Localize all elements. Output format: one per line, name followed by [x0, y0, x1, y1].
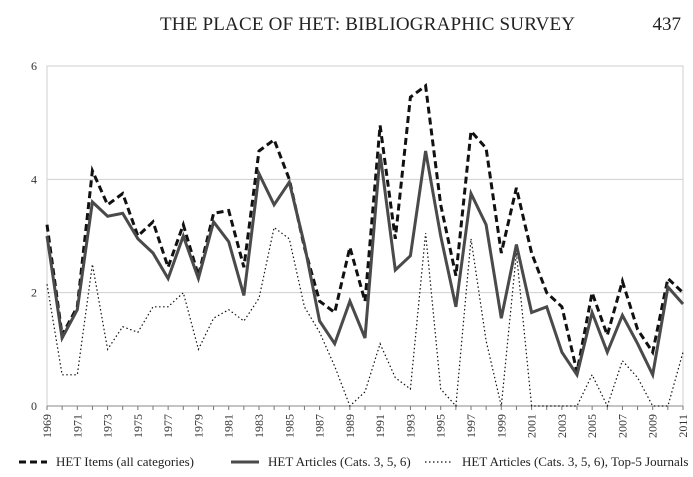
y-tick-label: 6 — [31, 59, 37, 73]
y-tick-label: 4 — [31, 172, 37, 186]
x-tick-label: 1969 — [40, 414, 54, 438]
x-tick-label: 1993 — [403, 414, 417, 438]
page-number: 437 — [652, 14, 682, 35]
legend-swatch — [231, 460, 259, 464]
legend-swatch — [19, 460, 47, 464]
x-tick-label: 1981 — [222, 414, 236, 438]
legend-label: HET Items (all categories) — [56, 454, 195, 469]
running-title: THE PLACE OF HET: BIBLIOGRAPHIC SURVEY — [160, 14, 576, 35]
x-tick-label: 2005 — [585, 414, 599, 438]
x-tick-label: 1977 — [161, 414, 175, 438]
x-tick-label: 1989 — [343, 414, 357, 438]
x-tick-label: 1991 — [373, 414, 387, 438]
series-line-2 — [45, 150, 685, 380]
x-tick-label: 1983 — [252, 414, 266, 438]
legend-item: HET Articles (Cats. 3, 5, 6) — [230, 454, 411, 470]
x-tick-label: 1975 — [131, 414, 145, 438]
x-tick-label: 2003 — [555, 414, 569, 438]
x-tick-label: 1997 — [464, 414, 478, 438]
chart-legend: HET Items (all categories) HET Articles (… — [0, 454, 693, 474]
page-header: THE PLACE OF HET: BIBLIOGRAPHIC SURVEY 4… — [0, 14, 693, 40]
x-tick-label: 2009 — [646, 414, 660, 438]
x-tick-label: 1987 — [313, 414, 327, 438]
x-tick-label: 1973 — [101, 414, 115, 438]
x-tick-label: 2011 — [676, 414, 690, 438]
legend-item: HET Articles (Cats. 3, 5, 6), Top-5 Jour… — [424, 454, 688, 470]
x-tick-label: 1999 — [494, 414, 508, 438]
legend-label: HET Articles (Cats. 3, 5, 6) — [268, 454, 411, 469]
x-tick-label: 2007 — [615, 414, 629, 438]
x-tick-label: 1995 — [434, 414, 448, 438]
x-tick-label: 2001 — [525, 414, 539, 438]
y-tick-label: 2 — [31, 286, 37, 300]
legend-swatch — [425, 461, 453, 463]
plot-frame — [46, 65, 684, 407]
line-chart: 0 2 4 6 1969 1971 1973 1975 1977 1979 1981 1983 1985… — [31, 59, 690, 438]
x-tick-label: 1985 — [282, 414, 296, 438]
y-tick-label: 0 — [31, 399, 37, 413]
legend-label: HET Articles (Cats. 3, 5, 6), Top-5 Jour… — [462, 454, 689, 469]
x-tick-label: 1979 — [191, 414, 205, 438]
x-tick-label: 1971 — [70, 414, 84, 438]
legend-item: HET Items (all categories) — [18, 454, 194, 470]
